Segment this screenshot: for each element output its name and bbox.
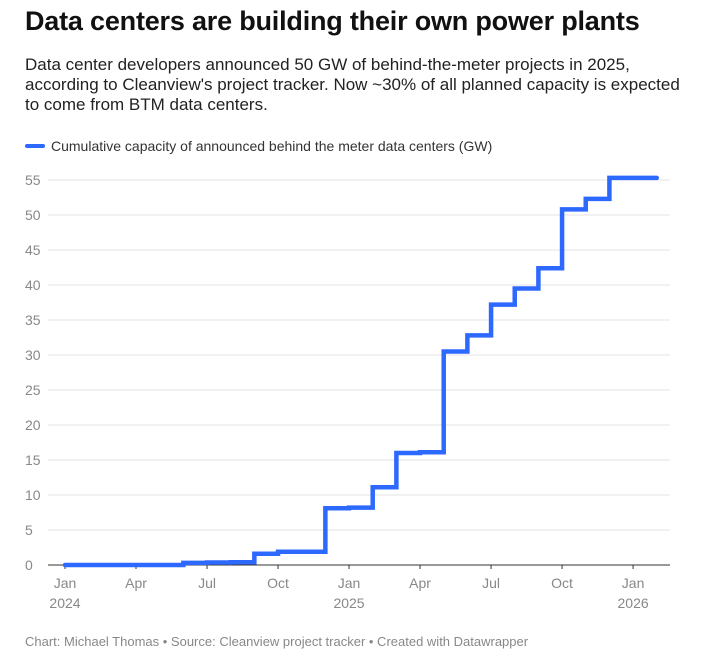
x-tick-label: Oct	[267, 575, 289, 591]
legend-swatch	[25, 144, 45, 148]
y-tick-label: 10	[25, 487, 41, 503]
x-tick-label: Apr	[409, 575, 431, 591]
y-tick-label: 40	[25, 277, 41, 293]
y-tick-label: 50	[25, 207, 41, 223]
y-tick-label: 25	[25, 382, 41, 398]
y-tick-label: 15	[25, 452, 41, 468]
x-tick-label: Jan	[54, 575, 77, 591]
chart-subtitle: Data center developers announced 50 GW o…	[25, 55, 680, 114]
chart-title: Data centers are building their own powe…	[25, 6, 640, 36]
y-tick-label: 5	[25, 522, 33, 538]
y-tick-label: 45	[25, 242, 41, 258]
x-tick-label: Jul	[198, 575, 216, 591]
y-tick-label: 20	[25, 417, 41, 433]
chart-footer: Chart: Michael Thomas • Source: Cleanvie…	[25, 634, 529, 649]
data-series-line	[62, 175, 659, 568]
x-tick-label: Jan	[338, 575, 361, 591]
y-tick-label: 0	[25, 557, 33, 573]
x-tick-label: Oct	[551, 575, 573, 591]
legend-label: Cumulative capacity of announced behind …	[51, 138, 493, 154]
y-tick-label: 30	[25, 347, 41, 363]
x-tick-label: Jul	[482, 575, 500, 591]
legend: Cumulative capacity of announced behind …	[25, 138, 492, 154]
x-tick-year: 2024	[49, 595, 80, 611]
y-tick-label: 35	[25, 312, 41, 328]
y-tick-label: 55	[25, 172, 41, 188]
x-tick-year: 2025	[333, 595, 364, 611]
x-tick-year: 2026	[618, 595, 649, 611]
x-tick-label: Apr	[125, 575, 147, 591]
x-tick-label: Jan	[622, 575, 645, 591]
